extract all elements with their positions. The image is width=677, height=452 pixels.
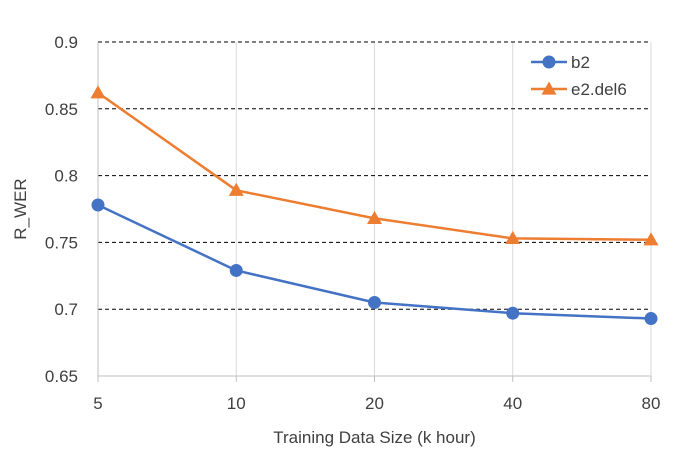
- y-tick-label: 0.7: [54, 300, 78, 319]
- x-tick-label: 5: [93, 394, 102, 413]
- x-tick-label: 10: [227, 394, 246, 413]
- data-point-b2: [644, 312, 658, 326]
- data-point-b2: [506, 306, 520, 320]
- series-layer: [90, 85, 659, 326]
- legend: b2 e2.del6: [531, 53, 627, 99]
- x-tick-label: 20: [365, 394, 384, 413]
- grid-lines: [98, 41, 652, 376]
- series-b2: [91, 198, 658, 326]
- data-point-e2-del6: [90, 85, 106, 99]
- y-tick-label: 0.85: [45, 100, 78, 119]
- legend-marker-b2: [542, 55, 556, 69]
- y-axis-title: R_WER: [11, 178, 30, 239]
- data-point-b2: [368, 296, 381, 310]
- y-tick-label: 0.9: [54, 33, 78, 52]
- y-tick-label: 0.75: [45, 233, 78, 252]
- data-point-b2: [229, 263, 243, 277]
- y-tick-label: 0.65: [45, 367, 78, 386]
- x-tick-label: 40: [503, 394, 522, 413]
- data-point-b2: [91, 198, 105, 212]
- data-point-e2-del6: [228, 182, 244, 196]
- data-point-e2-del6: [367, 210, 382, 224]
- x-tick-label: 80: [642, 394, 661, 413]
- series-e2-del6: [90, 85, 659, 246]
- data-point-e2-del6: [643, 232, 659, 246]
- x-axis-title: Training Data Size (k hour): [273, 428, 476, 447]
- legend-label-b2: b2: [571, 53, 590, 72]
- legend-label-e2-del6: e2.del6: [571, 80, 627, 99]
- legend-marker-e2-del6: [541, 81, 557, 95]
- y-tick-label: 0.8: [54, 167, 78, 186]
- data-point-e2-del6: [505, 230, 521, 245]
